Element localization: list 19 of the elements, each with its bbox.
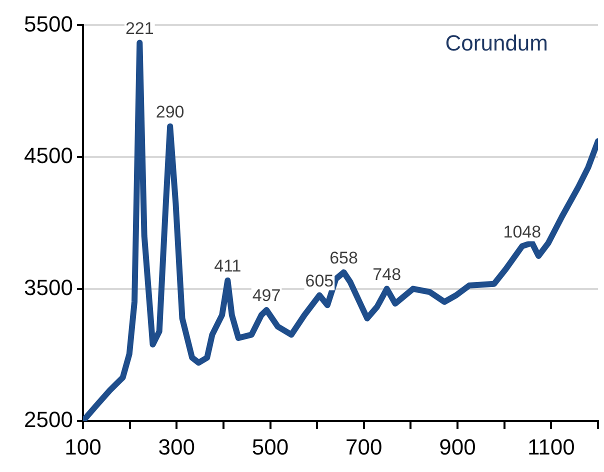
- y-tick-label: 5500: [24, 11, 73, 36]
- annotation: 411: [214, 256, 242, 276]
- x-tick-label: 300: [158, 434, 195, 460]
- annotation: 658: [330, 248, 358, 268]
- x-tick-label: 500: [252, 434, 289, 460]
- annotation: 748: [372, 264, 402, 284]
- chart-title: Corundum: [445, 30, 548, 56]
- y-tick-label: 3500: [24, 275, 73, 300]
- x-tick-label: 1100: [528, 434, 575, 460]
- y-tick-label: 2500: [24, 407, 73, 432]
- annotation: 290: [156, 102, 184, 122]
- x-tick-label: 900: [439, 434, 476, 460]
- annotation: 605: [305, 271, 334, 290]
- annotation: 497: [252, 286, 281, 306]
- y-tick-label: 4500: [24, 143, 73, 168]
- x-tick-label: 100: [64, 434, 102, 460]
- annotation: 1048: [503, 222, 542, 242]
- x-tick-label: 700: [346, 434, 382, 460]
- annotation: 221: [125, 18, 154, 38]
